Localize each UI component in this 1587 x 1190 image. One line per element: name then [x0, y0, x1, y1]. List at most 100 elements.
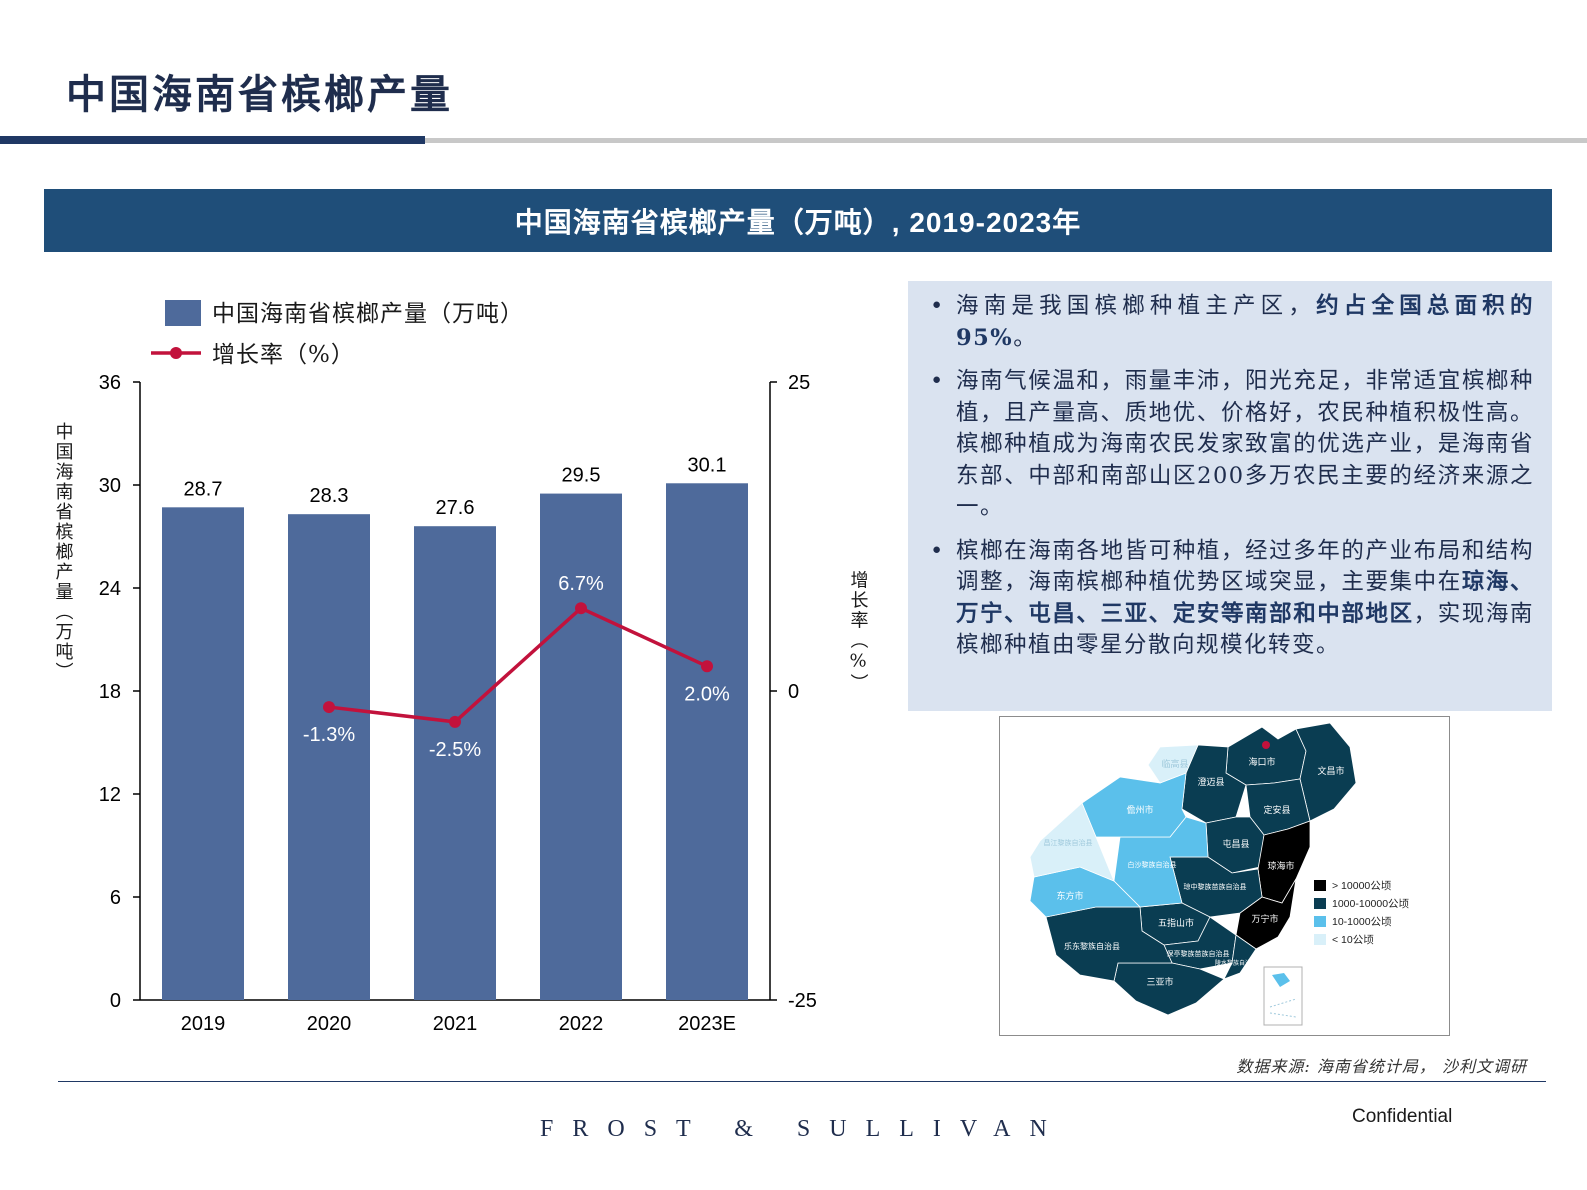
bullet-text: 海南是我国槟榔种植主产区， — [956, 293, 1317, 319]
map-label-ledong: 乐东黎族自治县 — [1064, 941, 1120, 951]
map-label-baoting: 保亭黎族苗族自治县 — [1167, 949, 1230, 958]
map-legend-swatch — [1314, 880, 1326, 891]
map-legend-swatch — [1314, 898, 1326, 909]
summary-textbox: 海南是我国槟榔种植主产区，约占全国总面积的95%。海南气候温和，雨量丰沛，阳光充… — [908, 281, 1552, 711]
y2-tick-label: 25 — [788, 372, 810, 394]
bullet-emphasis: 约占全国总面积的95% — [956, 293, 1534, 351]
bar-2021 — [414, 526, 496, 1000]
map-label-sanya: 三亚市 — [1146, 976, 1173, 987]
y-tick-label: 6 — [110, 887, 121, 909]
map-label-qionghai: 琼海市 — [1267, 860, 1294, 871]
bar-2019 — [162, 507, 244, 1000]
y2-tick-label: -25 — [788, 990, 817, 1012]
bullet-text: 。 — [1013, 324, 1038, 351]
south-sea-inset — [1263, 966, 1303, 1026]
map-label-chengmai: 澄迈县 — [1197, 776, 1224, 787]
y-tick-label: 30 — [99, 475, 121, 497]
legend-line-label: 增长率（%） — [212, 342, 355, 368]
map-label-wuzhishan: 五指山市 — [1158, 917, 1194, 928]
y2-tick-label: 0 — [788, 681, 799, 703]
confidential-label: Confidential — [1352, 1106, 1453, 1127]
map-label-baisha: 白沙黎族自治县 — [1128, 860, 1177, 869]
production-growth-chart: 中国海南省槟榔产量（万吨） 增长率（%） 0 6 12 18 24 30 36 -25 0 25 28.… — [53, 300, 869, 1035]
bar-value-label: 28.3 — [310, 485, 349, 507]
y-tick-label: 36 — [99, 372, 121, 394]
map-label-wanning: 万宁市 — [1251, 913, 1278, 924]
y2-axis-title: 增长率（%） — [848, 570, 869, 693]
map-legend-label: < 10公顷 — [1332, 934, 1374, 946]
growth-point-2023E — [701, 660, 713, 673]
map-region-lingao — [1147, 744, 1199, 784]
hainan-map: 海口市 文昌市 澄迈县 定安县 屯昌县 琼海市 万宁市 琼中黎族苗族自治县 五指… — [999, 716, 1450, 1036]
growth-point-2022 — [575, 602, 587, 615]
map-region-sanya — [1113, 962, 1225, 1016]
x-tick-label: 2019 — [181, 1013, 226, 1035]
y-tick-label: 24 — [99, 578, 121, 600]
map-label-qiongzhong: 琼中黎族苗族自治县 — [1184, 882, 1247, 891]
bar-2020 — [288, 514, 370, 1000]
x-tick-label: 2021 — [433, 1013, 478, 1035]
bullet-text: 槟榔在海南各地皆可种植，经过多年的产业布局和结构调整，海南槟榔种植优势区域突显，… — [956, 537, 1534, 596]
growth-value-label: 6.7% — [558, 573, 604, 595]
title-rule-dark — [0, 136, 425, 144]
growth-point-2020 — [323, 701, 335, 714]
growth-value-label: -1.3% — [303, 724, 355, 746]
map-legend-label: > 10000公顷 — [1332, 880, 1392, 892]
map-label-dingan: 定安县 — [1263, 804, 1290, 815]
map-legend: > 10000公顷 1000-10000公顷 10-1000公顷 < 10公顷 — [1314, 880, 1410, 946]
bullet-list: 海南是我国槟榔种植主产区，约占全国总面积的95%。海南气候温和，雨量丰沛，阳光充… — [928, 291, 1534, 662]
map-region-changjiang — [1029, 802, 1115, 882]
bar-value-label: 27.6 — [436, 497, 475, 519]
map-legend-label: 1000-10000公顷 — [1332, 898, 1410, 910]
page-title: 中国海南省槟榔产量 — [66, 71, 453, 118]
growth-point-2021 — [449, 715, 461, 728]
map-label-lingao: 临高县 — [1161, 758, 1188, 769]
growth-value-label: 2.0% — [684, 683, 730, 705]
map-regions — [1029, 722, 1357, 1016]
legend-line-marker — [170, 347, 182, 359]
map-legend-swatch — [1314, 916, 1326, 927]
x-tick-label: 2020 — [307, 1013, 352, 1035]
legend-bar-swatch — [165, 300, 201, 326]
footer-brand-logo: FROST & SULLIVAN — [540, 1116, 1066, 1142]
y-axis-title: 中国海南省槟榔产量（万吨） — [53, 422, 74, 682]
growth-rate-line — [328, 606, 708, 724]
map-legend-label: 10-1000公顷 — [1332, 916, 1392, 928]
bullet-item: 海南是我国槟榔种植主产区，约占全国总面积的95%。 — [928, 291, 1534, 354]
map-label-wenchang: 文昌市 — [1317, 765, 1344, 776]
bar-value-label: 29.5 — [562, 465, 601, 487]
map-label-dongfang: 东方市 — [1056, 890, 1083, 901]
bullet-item: 槟榔在海南各地皆可种植，经过多年的产业布局和结构调整，海南槟榔种植优势区域突显，… — [928, 536, 1534, 662]
y-tick-label: 0 — [110, 990, 121, 1012]
bullet-text: ，实现海南槟榔种植由零星分散向规模化转变。 — [956, 600, 1534, 659]
bullet-text: 海南气候温和，雨量丰沛，阳光充足，非常适宜槟榔种植，且产量高、质地优、价格好，农… — [956, 368, 1534, 520]
bullet-emphasis: 琼海、万宁、屯昌、三亚、定安等南部和中部地区 — [956, 569, 1534, 627]
map-region-wanning — [1235, 878, 1297, 950]
y-tick-label: 18 — [99, 681, 121, 703]
map-label-tunchang: 屯昌县 — [1222, 838, 1249, 849]
legend-bar-label: 中国海南省槟榔产量（万吨） — [212, 301, 524, 327]
map-label-changjiang: 昌江黎族自治县 — [1044, 838, 1093, 847]
map-label-lingshui: 陵水黎族自治县 — [1215, 959, 1257, 967]
map-region-haikou — [1225, 726, 1307, 786]
bar-2023E — [666, 483, 748, 1000]
bar-2022 — [540, 493, 622, 1000]
hainan-map-svg: 海口市 文昌市 澄迈县 定安县 屯昌县 琼海市 万宁市 琼中黎族苗族自治县 五指… — [1029, 722, 1410, 1026]
x-tick-label: 2023E — [678, 1013, 736, 1035]
bar-value-label: 30.1 — [688, 454, 727, 476]
map-region-labels: 海口市 文昌市 澄迈县 定安县 屯昌县 琼海市 万宁市 琼中黎族苗族自治县 五指… — [1044, 756, 1345, 987]
footer-rule — [58, 1081, 1546, 1082]
chart-banner: 中国海南省槟榔产量（万吨）, 2019-2023年 — [44, 189, 1552, 252]
title-rule-light — [425, 138, 1587, 143]
x-tick-label: 2022 — [559, 1013, 604, 1035]
map-region-danzhou — [1081, 772, 1187, 838]
map-region-wenchang — [1295, 722, 1357, 822]
haikou-capital-marker — [1262, 741, 1270, 749]
map-label-haikou: 海口市 — [1248, 756, 1275, 767]
map-region-lingshui — [1223, 934, 1257, 980]
bar-value-label: 28.7 — [184, 478, 223, 500]
map-label-danzhou: 儋州市 — [1126, 804, 1153, 815]
growth-value-label: -2.5% — [429, 739, 481, 761]
data-source: 数据来源: 海南省统计局， 沙利文调研 — [1236, 1057, 1527, 1076]
y-tick-label: 12 — [99, 784, 121, 806]
